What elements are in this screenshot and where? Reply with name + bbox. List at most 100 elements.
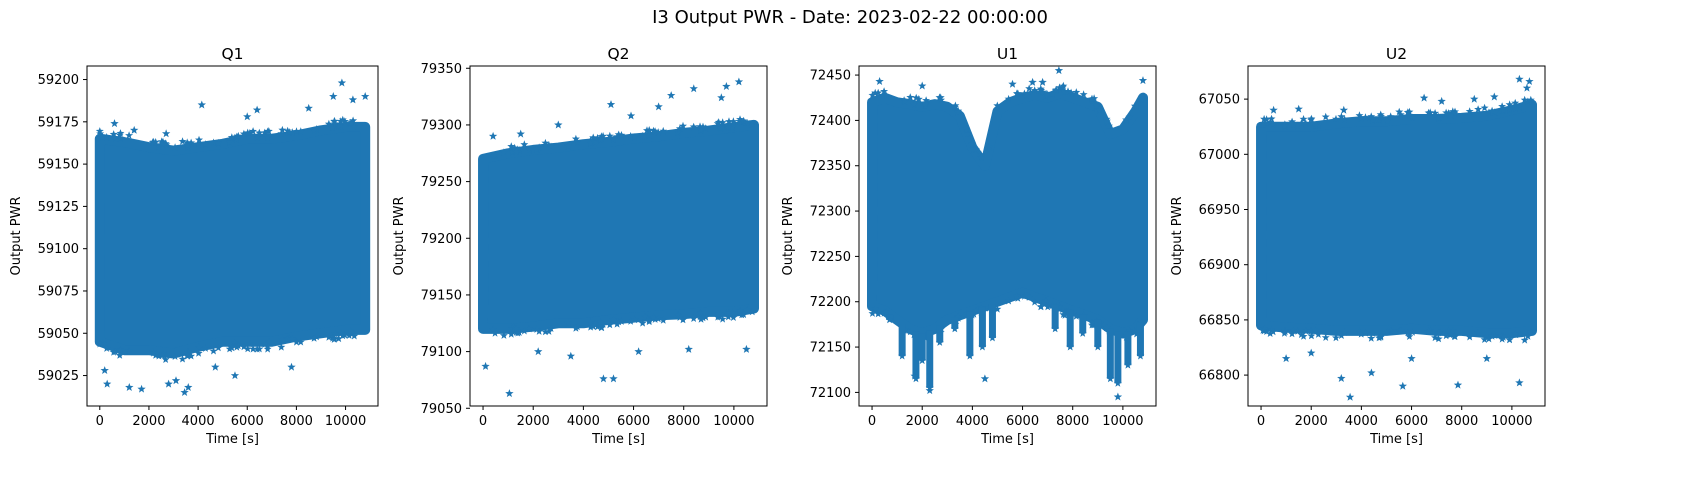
data-point bbox=[491, 151, 500, 159]
data-point bbox=[245, 339, 254, 348]
data-point bbox=[130, 125, 139, 134]
data-point bbox=[729, 117, 738, 125]
data-point bbox=[910, 371, 919, 380]
data-point bbox=[1465, 332, 1474, 341]
data-point bbox=[1337, 331, 1346, 339]
data-point bbox=[349, 116, 358, 125]
data-point bbox=[109, 130, 118, 138]
data-point bbox=[100, 366, 109, 374]
x-tick-label: 6000 bbox=[231, 414, 264, 429]
data-point bbox=[564, 142, 573, 150]
data-point bbox=[1383, 116, 1392, 125]
data-point bbox=[1301, 119, 1310, 128]
data-point bbox=[1511, 98, 1520, 107]
data-point bbox=[1042, 297, 1051, 305]
data-point bbox=[736, 307, 744, 315]
y-tick-label: 79350 bbox=[421, 62, 462, 77]
y-tick-label: 66800 bbox=[1199, 369, 1240, 384]
y-tick-label: 59200 bbox=[38, 73, 79, 88]
data-point bbox=[1377, 332, 1385, 340]
data-point bbox=[292, 127, 301, 135]
data-point bbox=[1332, 333, 1340, 342]
data-point bbox=[1311, 121, 1320, 130]
data-point bbox=[1361, 113, 1370, 121]
data-point bbox=[1280, 121, 1289, 130]
data-point bbox=[508, 147, 517, 156]
data-point bbox=[1442, 331, 1451, 340]
data-point bbox=[1072, 312, 1081, 320]
data-point bbox=[1526, 95, 1535, 104]
data-point bbox=[645, 317, 654, 326]
chart-title: Q1 bbox=[221, 45, 243, 63]
data-point bbox=[338, 331, 347, 340]
data-point bbox=[882, 91, 891, 100]
data-point bbox=[1043, 90, 1052, 98]
data-point bbox=[699, 122, 707, 131]
data-point bbox=[1446, 111, 1455, 120]
data-point bbox=[249, 344, 257, 353]
data-point bbox=[649, 313, 658, 321]
data-point bbox=[260, 340, 269, 348]
data-point bbox=[1102, 323, 1111, 331]
data-point bbox=[1297, 119, 1306, 127]
data-point bbox=[1260, 119, 1269, 127]
data-point bbox=[1095, 106, 1104, 114]
data-point bbox=[1407, 354, 1416, 363]
data-point bbox=[1408, 113, 1417, 122]
data-point bbox=[535, 143, 544, 151]
data-point bbox=[1022, 291, 1031, 300]
data-point bbox=[243, 112, 252, 121]
data-band bbox=[867, 88, 1148, 339]
data-point bbox=[232, 135, 241, 143]
data-point bbox=[346, 327, 355, 335]
data-point bbox=[874, 88, 883, 97]
data-point bbox=[1020, 89, 1029, 98]
data-point bbox=[736, 115, 744, 123]
data-point bbox=[532, 145, 541, 153]
data-point bbox=[1321, 333, 1330, 341]
data-point bbox=[1434, 328, 1443, 337]
data-point bbox=[1396, 110, 1405, 119]
data-point bbox=[243, 344, 252, 353]
data-point bbox=[334, 122, 343, 130]
data-point bbox=[209, 346, 218, 355]
data-point bbox=[245, 129, 254, 137]
data-point bbox=[197, 100, 206, 109]
data-point bbox=[1093, 342, 1102, 351]
data-point bbox=[980, 374, 990, 383]
x-tick-label: 4000 bbox=[1345, 414, 1378, 429]
data-point bbox=[310, 334, 319, 342]
data-point bbox=[1480, 103, 1489, 112]
data-point bbox=[171, 376, 181, 385]
data-point bbox=[1052, 85, 1061, 94]
data-point bbox=[684, 344, 693, 353]
data-point bbox=[1523, 332, 1532, 340]
data-point bbox=[214, 343, 223, 352]
y-tick-label: 79250 bbox=[421, 175, 462, 190]
data-point bbox=[194, 140, 203, 148]
data-point bbox=[1499, 106, 1508, 114]
y-tick-label: 72300 bbox=[810, 205, 851, 220]
data-point bbox=[334, 334, 343, 343]
data-point bbox=[488, 131, 498, 140]
data-point bbox=[1122, 115, 1131, 124]
data-point bbox=[194, 349, 203, 357]
data-point bbox=[234, 131, 243, 140]
data-point bbox=[1113, 379, 1122, 387]
data-point bbox=[743, 306, 752, 314]
data-point bbox=[626, 317, 635, 325]
data-point bbox=[499, 331, 508, 339]
data-point bbox=[162, 351, 171, 359]
data-point bbox=[513, 328, 522, 337]
data-point bbox=[1337, 374, 1346, 382]
data-point bbox=[1137, 318, 1146, 326]
data-point bbox=[571, 134, 580, 143]
data-point bbox=[310, 126, 319, 135]
data-point bbox=[1515, 378, 1524, 387]
data-point bbox=[510, 143, 519, 152]
data-point bbox=[1102, 116, 1111, 125]
data-point bbox=[98, 132, 107, 141]
data-point bbox=[115, 130, 124, 139]
data-point bbox=[1398, 381, 1407, 390]
data-point bbox=[125, 131, 134, 139]
